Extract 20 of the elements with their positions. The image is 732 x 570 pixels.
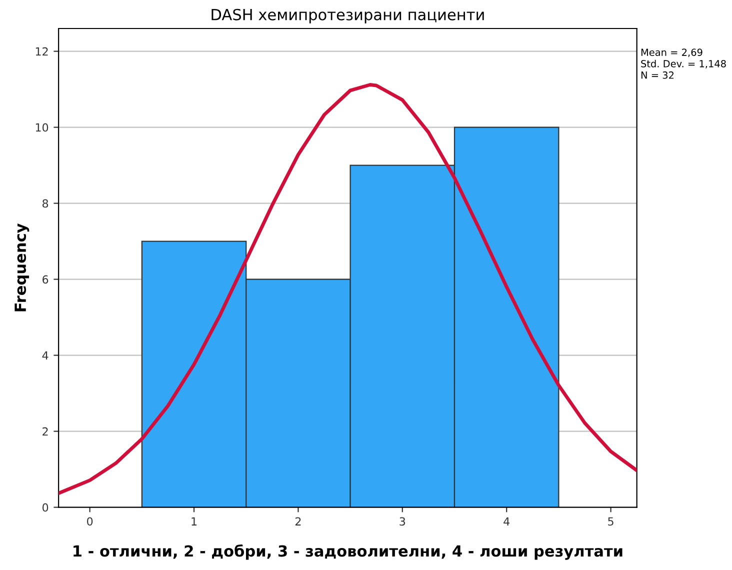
- text: Mean = 2,69: [641, 48, 702, 57]
- y-axis-title: Frequency: [14, 223, 30, 312]
- y-tick-label: 8: [42, 199, 48, 208]
- y-tick-label: 12: [36, 47, 48, 56]
- text: N = 32: [641, 71, 674, 79]
- line-series: [58, 83, 637, 495]
- chart-title: DASH хемипротезирани пациенти: [212, 8, 484, 24]
- x-tick-label: 1: [192, 517, 197, 526]
- x-tick-label: 3: [400, 517, 406, 526]
- y-tick-label: 6: [42, 275, 48, 284]
- y-tick-label: 4: [42, 351, 48, 360]
- x-tick-label: 0: [87, 517, 93, 526]
- y-tick-label: 0: [42, 503, 48, 512]
- y-tick-label: 2: [42, 427, 48, 436]
- x-tick-label: 2: [295, 517, 301, 526]
- text: Std. Dev. = 1,148: [641, 60, 726, 68]
- x-tick-label: 4: [504, 517, 510, 526]
- x-axis-title: 1 - отлични, 2 - добри, 3 - задоволителни, 4 - лоши резултати: [74, 544, 622, 560]
- x-tick-label: 5: [608, 517, 614, 526]
- y-tick-label: 10: [36, 123, 48, 132]
